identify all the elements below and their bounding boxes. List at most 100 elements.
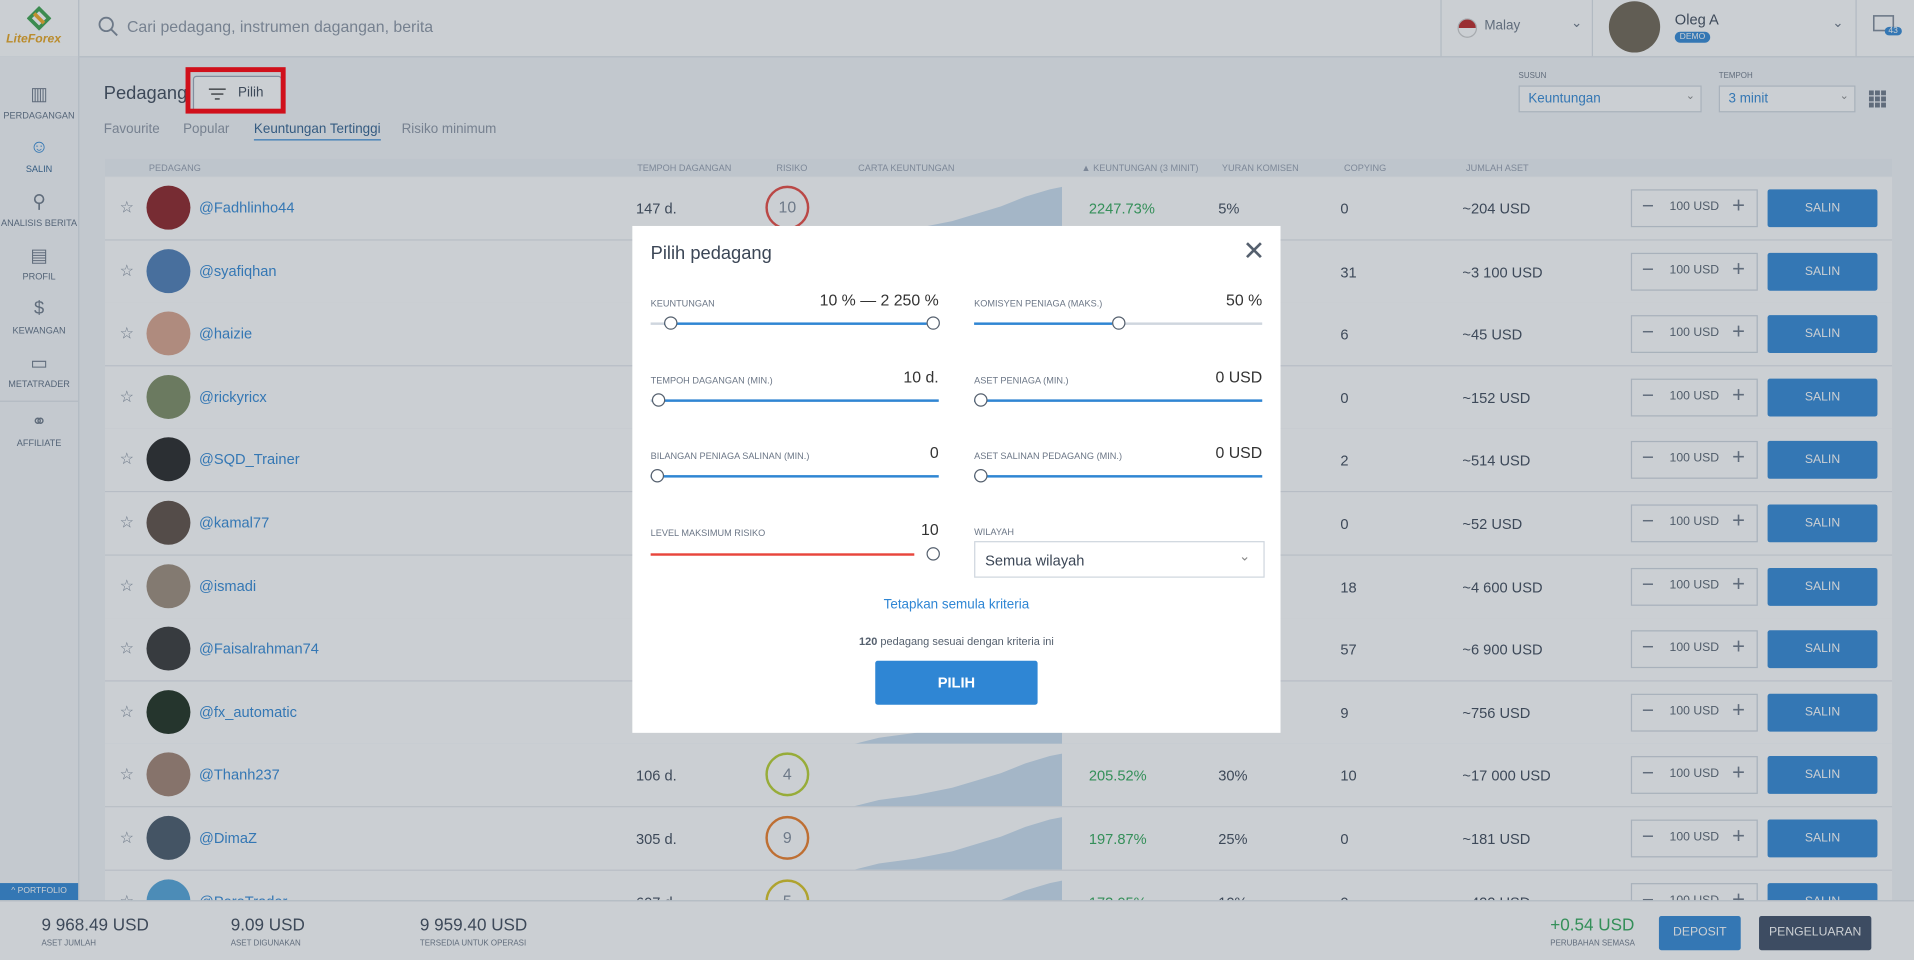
trader-avatar[interactable] <box>146 311 191 356</box>
favourite-star[interactable]: ☆ <box>119 449 134 469</box>
plus-button[interactable]: + <box>1732 255 1746 281</box>
minus-button[interactable]: − <box>1641 383 1654 407</box>
copy-button[interactable]: SALIN <box>1767 630 1878 669</box>
copy-button[interactable]: SALIN <box>1767 567 1878 606</box>
minus-button[interactable]: − <box>1641 320 1654 344</box>
sidebar-label[interactable]: AFFILIATE <box>16 437 62 449</box>
language[interactable]: Malay <box>1484 18 1521 33</box>
favourite-star[interactable]: ☆ <box>119 765 134 784</box>
plus-button[interactable]: + <box>1732 382 1746 407</box>
minus-button[interactable]: − <box>1641 509 1654 533</box>
copy-button[interactable]: SALIN <box>1767 693 1878 732</box>
tab[interactable]: Keuntungan Tertinggi <box>253 122 381 141</box>
submit-button[interactable]: PILIH <box>875 660 1038 705</box>
copy-button[interactable]: SALIN <box>1767 504 1878 543</box>
copy-button[interactable]: SALIN <box>1767 189 1878 228</box>
plus-button[interactable]: + <box>1732 192 1746 218</box>
user-name[interactable]: Oleg A <box>1674 10 1719 29</box>
slider-handle[interactable] <box>650 469 665 483</box>
chat-icon[interactable] <box>1872 15 1897 37</box>
period-select[interactable]: 3 minit ⌄ <box>1718 85 1856 113</box>
slider-handle[interactable] <box>974 393 988 407</box>
copy-button[interactable]: SALIN <box>1767 756 1878 795</box>
reset-link[interactable]: Tetapkan semula kriteria <box>883 597 1030 612</box>
sidebar-label[interactable]: KEWANGAN <box>12 324 66 336</box>
trader-avatar[interactable] <box>146 374 191 419</box>
slider-handle[interactable] <box>926 547 940 561</box>
favourite-star[interactable]: ☆ <box>119 702 134 721</box>
portfolio-tab[interactable]: ^ PORTFOLIO <box>0 883 79 901</box>
sidebar-label[interactable]: PERDAGANGAN <box>3 109 75 121</box>
copy-button[interactable]: SALIN <box>1767 315 1878 354</box>
sidebar-icon[interactable]: ⚲ <box>32 191 46 213</box>
sidebar-icon[interactable]: ⚭ <box>31 411 47 433</box>
tab[interactable]: Popular <box>183 122 230 137</box>
copy-button[interactable]: SALIN <box>1767 252 1878 291</box>
trader-avatar[interactable] <box>146 437 191 482</box>
sidebar-icon[interactable]: ☺ <box>29 136 49 158</box>
tab[interactable]: Risiko minimum <box>401 122 497 137</box>
sidebar-label[interactable]: PROFIL <box>22 271 56 283</box>
sidebar-label[interactable]: SALIN <box>25 163 53 175</box>
minus-button[interactable]: − <box>1641 761 1654 785</box>
minus-button[interactable]: − <box>1641 194 1654 218</box>
minus-button[interactable]: − <box>1641 635 1654 659</box>
plus-button[interactable]: + <box>1732 508 1746 533</box>
trader-name[interactable]: @fx_automatic <box>198 703 297 721</box>
trader-avatar[interactable] <box>146 563 191 608</box>
column-header[interactable]: ▲ KEUNTUNGAN (3 MINIT) <box>1081 162 1199 174</box>
minus-button[interactable]: − <box>1641 257 1654 281</box>
trader-name[interactable]: @syafiqhan <box>198 262 277 280</box>
copy-button[interactable]: SALIN <box>1767 819 1878 858</box>
plus-button[interactable]: + <box>1732 445 1746 470</box>
favourite-star[interactable]: ☆ <box>119 197 134 217</box>
sidebar-icon[interactable]: ▥ <box>30 84 48 106</box>
trader-name[interactable]: @kamal77 <box>198 514 270 532</box>
trader-name[interactable]: @SQD_Trainer <box>198 451 300 469</box>
withdraw-button[interactable]: PENGELUARAN <box>1759 916 1872 951</box>
trader-avatar[interactable] <box>146 815 191 860</box>
plus-button[interactable]: + <box>1732 319 1746 344</box>
tab[interactable]: Favourite <box>103 122 160 137</box>
trader-avatar[interactable] <box>146 626 191 671</box>
trader-avatar[interactable] <box>146 248 191 293</box>
grid-view-icon[interactable] <box>1868 90 1886 108</box>
copy-button[interactable]: SALIN <box>1767 378 1878 417</box>
favourite-star[interactable]: ☆ <box>119 260 134 280</box>
trader-avatar[interactable] <box>146 689 191 734</box>
slider-handle[interactable] <box>664 316 678 330</box>
slider-handle[interactable] <box>926 316 940 330</box>
minus-button[interactable]: − <box>1641 698 1654 722</box>
region-select[interactable]: Semua wilayah ⌄ <box>974 541 1265 578</box>
plus-button[interactable]: + <box>1732 760 1746 785</box>
favourite-star[interactable]: ☆ <box>119 576 134 595</box>
minus-button[interactable]: − <box>1641 446 1654 470</box>
favourite-star[interactable]: ☆ <box>119 386 134 406</box>
sidebar-icon[interactable]: ▭ <box>30 352 48 374</box>
close-button[interactable]: ✕ <box>1242 235 1266 267</box>
slider-handle[interactable] <box>974 469 988 483</box>
copy-button[interactable]: SALIN <box>1767 441 1878 480</box>
slider-handle[interactable] <box>1112 316 1126 330</box>
favourite-star[interactable]: ☆ <box>119 323 134 343</box>
plus-button[interactable]: + <box>1732 634 1746 659</box>
trader-name[interactable]: @rickyricx <box>198 388 267 406</box>
sidebar-label[interactable]: ANALISIS BERITA <box>0 217 78 229</box>
search-input[interactable]: Cari pedagang, instrumen dagangan, berit… <box>126 17 434 36</box>
plus-button[interactable]: + <box>1732 697 1746 722</box>
plus-button[interactable]: + <box>1732 823 1746 848</box>
trader-name[interactable]: @Faisalrahman74 <box>198 640 319 658</box>
trader-name[interactable]: @haizie <box>198 325 253 343</box>
trader-name[interactable]: @ismadi <box>198 577 257 595</box>
trader-name[interactable]: @Fadhlinho44 <box>198 199 295 217</box>
deposit-button[interactable]: DEPOSIT <box>1658 916 1741 951</box>
sort-select[interactable]: Keuntungan ⌄ <box>1518 85 1702 113</box>
user-avatar[interactable] <box>1608 1 1661 53</box>
plus-button[interactable]: + <box>1732 571 1746 596</box>
trader-avatar[interactable] <box>146 500 191 545</box>
slider-handle[interactable] <box>651 393 666 407</box>
minus-button[interactable]: − <box>1641 572 1654 596</box>
sidebar-icon[interactable]: $ <box>33 298 45 319</box>
sidebar-label[interactable]: METATRADER <box>8 378 70 390</box>
minus-button[interactable]: − <box>1641 824 1654 848</box>
